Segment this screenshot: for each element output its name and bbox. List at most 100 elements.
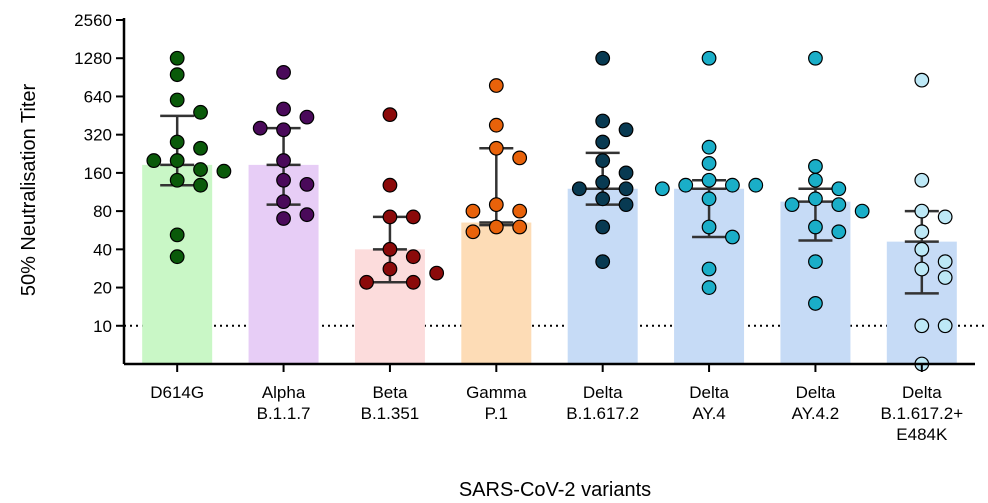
data-point [914, 261, 930, 277]
category-label-6-line-1: Delta [689, 383, 729, 402]
data-point [678, 177, 694, 193]
error-bar-4 [479, 147, 514, 227]
data-point [276, 194, 291, 210]
data-point [914, 203, 930, 219]
data-point [276, 122, 291, 138]
data-point [701, 156, 717, 171]
data-point [193, 104, 208, 120]
data-point [405, 249, 421, 265]
data-point [725, 177, 740, 193]
data-point [382, 261, 398, 277]
data-point [169, 92, 185, 108]
data-point [429, 265, 445, 281]
data-point [382, 177, 398, 193]
data-point [701, 139, 717, 155]
data-point [276, 172, 291, 188]
category-label-8-line-3: E484K [896, 425, 948, 444]
data-point [252, 120, 268, 136]
data-point [808, 50, 823, 66]
y-tick-label: 320 [84, 126, 112, 145]
data-point [937, 270, 953, 285]
data-point [512, 150, 528, 166]
data-point [169, 227, 185, 243]
data-point [808, 158, 823, 174]
data-point [701, 172, 717, 188]
y-tick-label: 20 [93, 279, 112, 298]
data-point [276, 101, 291, 117]
data-point [169, 50, 185, 66]
data-point [405, 209, 421, 225]
category-label-8-line-2: B.1.617.2+ [880, 404, 963, 423]
data-point [808, 254, 823, 270]
data-point [488, 117, 504, 133]
data-point [276, 211, 291, 226]
data-point [595, 50, 611, 66]
data-point [299, 176, 315, 192]
data-point [937, 209, 953, 225]
data-point [169, 67, 185, 83]
points-group-7 [784, 50, 870, 311]
data-point [465, 224, 481, 240]
points-group-2 [252, 64, 315, 226]
points-group-1 [146, 50, 232, 265]
y-tick-label: 40 [93, 240, 112, 259]
data-point [937, 318, 953, 334]
bar-4 [461, 222, 532, 364]
data-point [748, 177, 764, 193]
y-tick-label: 640 [84, 87, 112, 106]
category-label-3-line-2: B.1.351 [361, 404, 420, 423]
points-group-8 [914, 72, 953, 372]
data-point [595, 113, 611, 129]
data-point [488, 197, 504, 213]
bars-layer [142, 164, 957, 364]
data-point [808, 219, 823, 235]
data-point [146, 153, 162, 168]
category-label-6-line-2: AY.4 [692, 404, 725, 423]
data-point [299, 109, 315, 125]
category-label-2-line-2: B.1.1.7 [257, 404, 311, 423]
data-point [854, 203, 870, 219]
data-point [808, 191, 823, 207]
data-point [512, 219, 528, 235]
data-point [914, 241, 930, 257]
data-point [914, 72, 930, 88]
data-point [618, 122, 634, 138]
bar-5 [567, 188, 638, 364]
data-point [701, 280, 717, 295]
data-point [595, 134, 611, 150]
category-label-4-line-1: Gamma [466, 383, 527, 402]
data-point [701, 191, 717, 207]
data-point [193, 162, 208, 177]
data-point [784, 197, 800, 213]
data-point [618, 181, 634, 197]
data-point [488, 219, 504, 235]
data-point [169, 134, 185, 150]
data-point [701, 261, 717, 277]
points-group-5 [571, 50, 634, 270]
category-label-8-line-1: Delta [902, 383, 942, 402]
category-label-5-line-2: B.1.617.2 [566, 404, 639, 423]
data-point [169, 172, 185, 188]
data-point [193, 177, 208, 193]
data-point [831, 181, 847, 197]
points-group-4 [465, 78, 528, 240]
data-point [914, 224, 930, 240]
data-point [914, 318, 930, 334]
data-point [193, 140, 208, 156]
category-label-5-line-1: Delta [583, 383, 623, 402]
data-point [382, 241, 398, 257]
data-point [701, 50, 717, 66]
data-point [382, 209, 398, 225]
data-point [488, 140, 504, 156]
points-group-6 [654, 50, 764, 295]
data-point [488, 78, 504, 93]
data-point [276, 64, 291, 80]
data-point [216, 163, 232, 179]
data-point [595, 153, 611, 168]
category-label-2-line-1: Alpha [262, 383, 306, 402]
x-axis-label: SARS-CoV-2 variants [459, 479, 651, 501]
data-point [595, 174, 611, 190]
category-label-4-line-2: P.1 [485, 404, 508, 423]
data-point [359, 274, 374, 290]
